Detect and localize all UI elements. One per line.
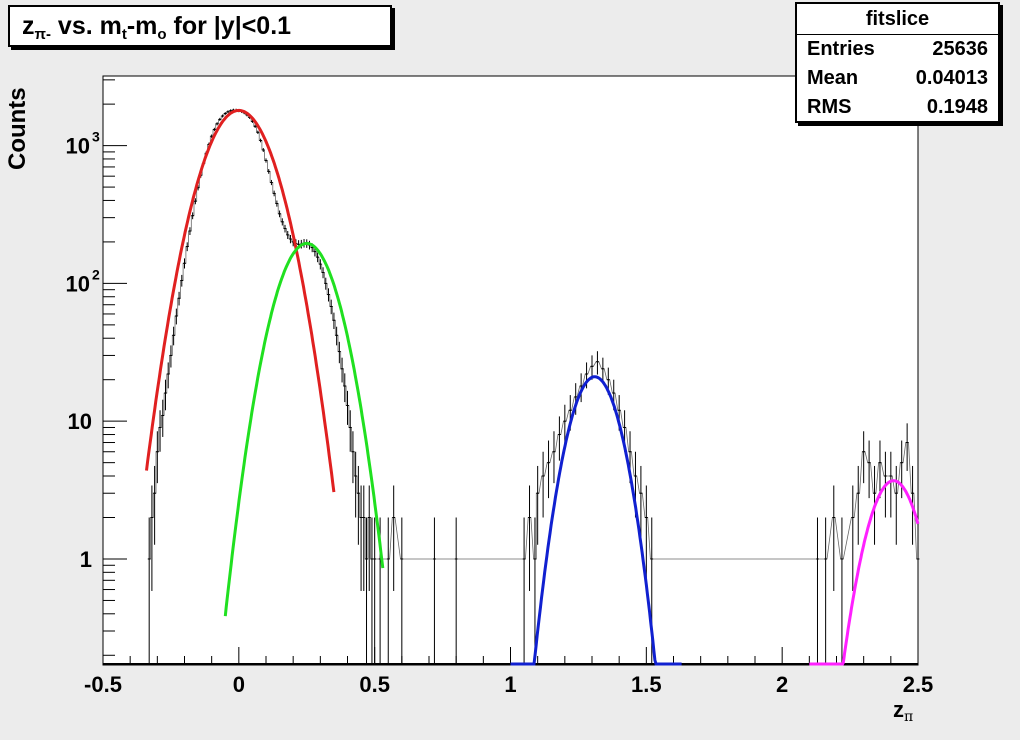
fit-curve [223,241,385,617]
y-tick-label: 1 [80,547,92,572]
fit-curves-layer [145,108,920,666]
y-tick-label: 10 [68,409,92,434]
x-tick-label: 2 [776,672,788,697]
x-axis-label-sub: π [904,709,914,725]
stats-row-mean: Mean 0.04013 [797,64,998,93]
y-tick-exponent: 2 [92,266,100,282]
x-axis-label: zπ [893,697,913,725]
x-tick-label: 1 [504,672,516,697]
title-sub: t [121,26,127,43]
title-part: -m [126,12,158,40]
title-sub: o [157,26,167,43]
stats-box: fitslice Entries 25636 Mean 0.04013 RMS … [795,2,1000,123]
title-sub: π- [34,26,51,43]
fit-curve [510,375,682,666]
chart-title: zπ- vs. mt-mo for |y|<0.1 [8,5,392,47]
plot-frame [102,75,919,666]
x-axis-label-main: z [893,697,904,722]
stats-value: 0.1948 [926,96,988,118]
title-part: for |y|<0.1 [166,12,292,40]
y-tick-label: 10 [66,271,90,296]
x-tick-label: -0.5 [84,672,122,697]
x-tick-label: 0 [233,672,245,697]
y-tick-label: 10 [66,134,90,159]
x-tick-label: 0.5 [359,672,390,697]
stats-label: Entries [807,38,875,60]
y-axis-label: Counts [4,87,31,170]
stats-value: 25636 [932,38,988,60]
stats-title: fitslice [797,4,998,35]
x-tick-label: 2.5 [903,672,934,697]
stats-row-rms: RMS 0.1948 [797,93,998,122]
x-tick-label: 1.5 [631,672,662,697]
stats-label: Mean [807,67,859,89]
fit-curve [145,108,336,493]
stats-row-entries: Entries 25636 [797,35,998,64]
stats-label: RMS [807,96,852,118]
stats-value: 0.04013 [915,67,988,89]
title-part: z [22,12,35,40]
y-tick-exponent: 3 [92,129,100,145]
fit-curve [809,479,920,666]
title-part: vs. m [50,12,122,40]
